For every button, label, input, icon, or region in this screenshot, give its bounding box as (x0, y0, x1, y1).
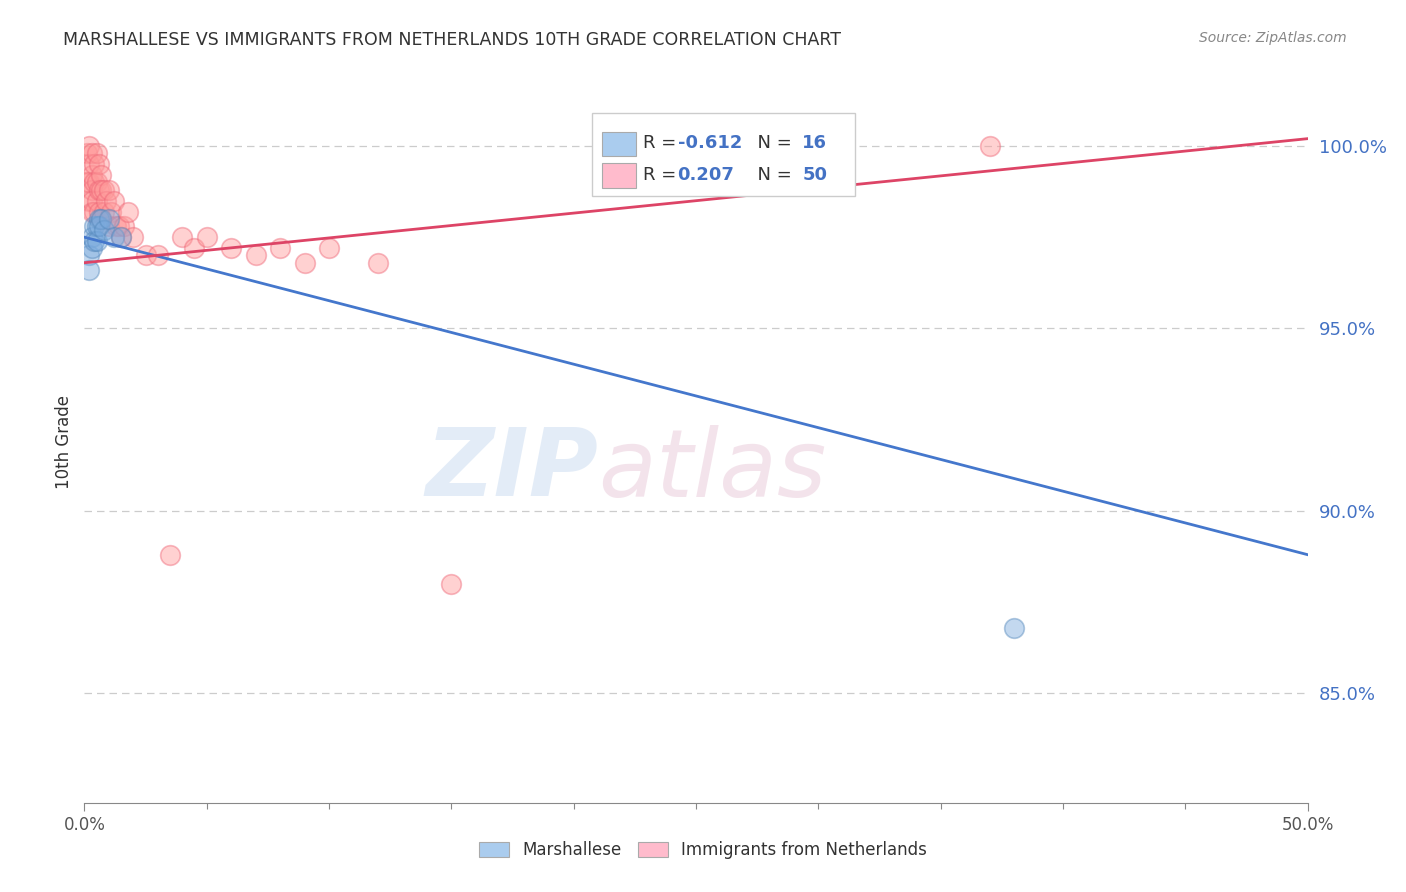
Point (110, 230, 132, 244)
Point (93, 204, 115, 219)
Point (90, 183, 112, 197)
Text: Source: ZipAtlas.com: Source: ZipAtlas.com (1199, 31, 1347, 45)
Point (80, 168, 103, 182)
Text: -0.612: -0.612 (678, 134, 742, 153)
Text: 0.207: 0.207 (678, 166, 734, 184)
Text: ZIP: ZIP (425, 425, 598, 516)
Point (318, 241, 340, 255)
Point (195, 230, 218, 244)
Point (294, 256, 316, 270)
Text: 16: 16 (803, 134, 827, 153)
Point (122, 230, 145, 244)
Point (97, 219, 120, 234)
FancyBboxPatch shape (602, 132, 636, 156)
Text: R =: R = (644, 134, 682, 153)
Point (93, 223, 115, 237)
Point (83, 219, 105, 234)
Point (440, 577, 463, 591)
FancyBboxPatch shape (592, 112, 855, 196)
Point (77, 176, 100, 190)
Point (83, 234, 105, 248)
Point (76, 176, 98, 190)
Point (183, 241, 205, 255)
Point (87, 211, 110, 226)
Point (100, 204, 122, 219)
Point (87, 183, 110, 197)
Point (93, 183, 115, 197)
Point (77, 139, 100, 153)
Text: R =: R = (644, 166, 682, 184)
Point (80, 194, 103, 208)
Point (77, 157, 100, 171)
Point (80, 230, 103, 244)
Point (107, 219, 129, 234)
Point (83, 204, 105, 219)
Point (96, 194, 118, 208)
Point (80, 241, 103, 255)
Point (219, 241, 242, 255)
Point (90, 168, 112, 182)
Point (90, 211, 112, 226)
Point (367, 256, 389, 270)
Point (146, 248, 169, 262)
Point (97, 183, 120, 197)
Point (86, 234, 108, 248)
Point (110, 230, 132, 244)
Y-axis label: 10th Grade: 10th Grade (55, 394, 73, 489)
Point (86, 176, 108, 190)
Point (1002, 621, 1025, 635)
Point (83, 176, 105, 190)
Point (159, 548, 181, 562)
Point (86, 194, 108, 208)
FancyBboxPatch shape (602, 163, 636, 188)
Point (87, 219, 110, 234)
Point (87, 157, 110, 171)
Point (80, 146, 103, 161)
Text: 50: 50 (803, 166, 827, 184)
Point (77, 263, 100, 277)
Text: MARSHALLESE VS IMMIGRANTS FROM NETHERLANDS 10TH GRADE CORRELATION CHART: MARSHALLESE VS IMMIGRANTS FROM NETHERLAN… (63, 31, 841, 49)
Point (103, 230, 125, 244)
Point (87, 204, 110, 219)
Text: N =: N = (747, 166, 797, 184)
Point (86, 146, 108, 161)
Point (245, 248, 267, 262)
Point (86, 219, 108, 234)
Point (77, 248, 100, 262)
Point (135, 248, 157, 262)
Point (112, 219, 135, 234)
Point (80, 183, 103, 197)
Point (105, 219, 128, 234)
Text: atlas: atlas (598, 425, 827, 516)
Point (90, 211, 112, 226)
Legend: Marshallese, Immigrants from Netherlands: Marshallese, Immigrants from Netherlands (472, 835, 934, 866)
Point (979, 139, 1001, 153)
Point (83, 157, 105, 171)
Point (80, 204, 103, 219)
Text: N =: N = (747, 134, 797, 153)
Point (103, 194, 125, 208)
Point (77, 194, 100, 208)
Point (76, 146, 98, 161)
Point (97, 211, 120, 226)
Point (269, 241, 291, 255)
Point (172, 230, 194, 244)
Point (117, 204, 139, 219)
